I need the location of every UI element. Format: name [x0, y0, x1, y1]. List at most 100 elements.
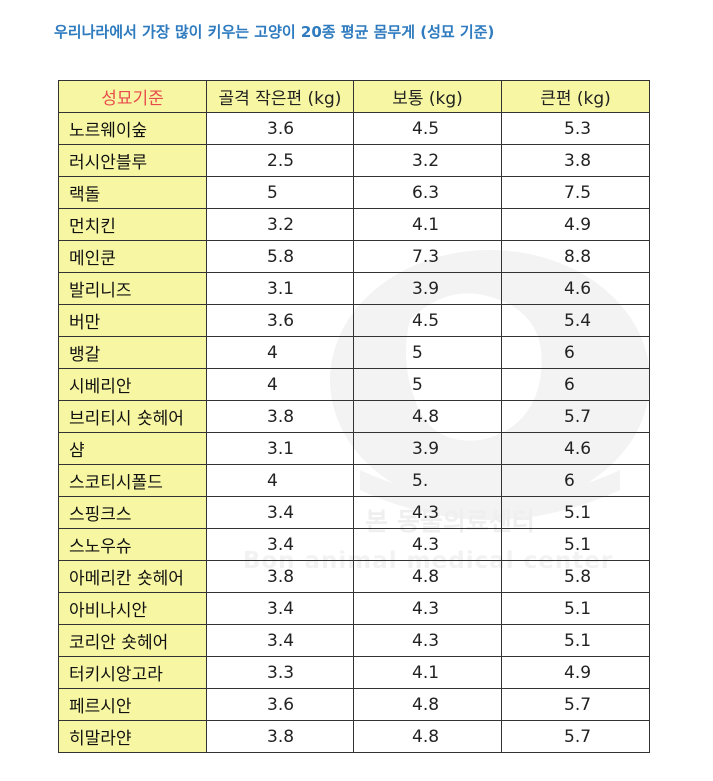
weight-cell-small: 4 [206, 464, 354, 497]
weight-cell-normal: 3.9 [353, 272, 502, 305]
breed-name-cell: 스핑크스 [58, 496, 207, 529]
weight-cell-small: 3.6 [206, 112, 354, 145]
breed-name-cell: 시베리안 [58, 368, 207, 401]
weight-cell-small: 3.8 [206, 560, 354, 593]
weight-cell-small: 5 [206, 176, 354, 209]
breed-name-cell: 샴 [58, 432, 207, 465]
weight-cell-large: 6 [501, 368, 650, 401]
weight-cell-normal: 5. [353, 464, 502, 497]
weight-cell-large: 6 [501, 336, 650, 369]
weight-cell-large: 8.8 [501, 240, 650, 273]
weight-cell-large: 5.4 [501, 304, 650, 337]
weight-cell-large: 5.7 [501, 400, 650, 433]
table-row: 스코티시폴드 4 5. 6 [58, 464, 650, 497]
breed-name-cell: 아비나시안 [58, 592, 207, 625]
breed-name-cell: 러시안블루 [58, 144, 207, 177]
weight-cell-large: 5.3 [501, 112, 650, 145]
table-row: 버만 3.6 4.5 5.4 [58, 304, 650, 337]
weight-cell-large: 5.1 [501, 624, 650, 657]
weight-cell-large: 5.1 [501, 592, 650, 625]
weight-cell-normal: 3.2 [353, 144, 502, 177]
weight-cell-large: 4.6 [501, 272, 650, 305]
weight-cell-large: 7.5 [501, 176, 650, 209]
weight-cell-large: 4.6 [501, 432, 650, 465]
breed-name-cell: 히말라얀 [58, 720, 207, 753]
table-row: 코리안 숏헤어 3.4 4.3 5.1 [58, 624, 650, 657]
weight-cell-large: 5.8 [501, 560, 650, 593]
table-row: 샴 3.1 3.9 4.6 [58, 432, 650, 465]
weight-cell-small: 3.6 [206, 304, 354, 337]
table-header-row: 성묘기준 골격 작은편 (kg) 보통 (kg) 큰편 (kg) [58, 80, 650, 113]
weight-cell-small: 3.1 [206, 432, 354, 465]
weight-cell-small: 3.4 [206, 528, 354, 561]
weight-cell-normal: 4.3 [353, 528, 502, 561]
column-header-small: 골격 작은편 (kg) [206, 80, 354, 113]
weight-cell-small: 3.8 [206, 400, 354, 433]
column-header-normal: 보통 (kg) [353, 80, 502, 113]
weight-cell-small: 3.1 [206, 272, 354, 305]
weight-cell-small: 2.5 [206, 144, 354, 177]
weight-cell-small: 3.4 [206, 496, 354, 529]
breed-name-cell: 스코티시폴드 [58, 464, 207, 497]
breed-name-cell: 뱅갈 [58, 336, 207, 369]
weight-cell-large: 5.7 [501, 720, 650, 753]
breed-name-cell: 스노우슈 [58, 528, 207, 561]
weight-cell-small: 3.4 [206, 592, 354, 625]
weight-cell-normal: 4.1 [353, 656, 502, 689]
weight-cell-large: 4.9 [501, 656, 650, 689]
table-row: 뱅갈 4 5 6 [58, 336, 650, 369]
weight-cell-normal: 3.9 [353, 432, 502, 465]
weight-cell-large: 4.9 [501, 208, 650, 241]
breed-name-cell: 랙돌 [58, 176, 207, 209]
weight-cell-normal: 4.5 [353, 112, 502, 145]
column-header-large: 큰편 (kg) [501, 80, 650, 113]
breed-name-cell: 아메리칸 숏헤어 [58, 560, 207, 593]
table-row: 스핑크스 3.4 4.3 5.1 [58, 496, 650, 529]
table-row: 아비나시안 3.4 4.3 5.1 [58, 592, 650, 625]
weight-cell-small: 5.8 [206, 240, 354, 273]
table-row: 히말라얀 3.8 4.8 5.7 [58, 720, 650, 753]
weight-cell-normal: 4.8 [353, 720, 502, 753]
weight-cell-small: 4 [206, 368, 354, 401]
breed-name-cell: 메인쿤 [58, 240, 207, 273]
weight-cell-normal: 4.1 [353, 208, 502, 241]
weight-cell-large: 5.1 [501, 496, 650, 529]
weight-cell-normal: 4.3 [353, 592, 502, 625]
weight-cell-normal: 4.8 [353, 400, 502, 433]
weight-cell-small: 3.3 [206, 656, 354, 689]
table-body: 노르웨이숲 3.6 4.5 5.3 러시안블루 2.5 3.2 3.8 랙돌 5 6.3 7.5 먼치킨… [58, 112, 650, 753]
breed-name-cell: 브리티시 숏헤어 [58, 400, 207, 433]
table-row: 브리티시 숏헤어 3.8 4.8 5.7 [58, 400, 650, 433]
breed-name-cell: 먼치킨 [58, 208, 207, 241]
table-row: 터키시앙고라 3.3 4.1 4.9 [58, 656, 650, 689]
weight-cell-small: 3.6 [206, 688, 354, 721]
table-row: 먼치킨 3.2 4.1 4.9 [58, 208, 650, 241]
weight-cell-large: 5.1 [501, 528, 650, 561]
table-row: 페르시안 3.6 4.8 5.7 [58, 688, 650, 721]
page-title: 우리나라에서 가장 많이 키우는 고양이 20종 평균 몸무게 (성묘 기준) [54, 23, 495, 41]
weight-cell-normal: 4.8 [353, 560, 502, 593]
breed-name-cell: 터키시앙고라 [58, 656, 207, 689]
breed-name-cell: 페르시안 [58, 688, 207, 721]
weight-cell-small: 3.8 [206, 720, 354, 753]
weight-cell-large: 3.8 [501, 144, 650, 177]
weight-cell-normal: 4.8 [353, 688, 502, 721]
table-row: 발리니즈 3.1 3.9 4.6 [58, 272, 650, 305]
weight-cell-normal: 4.3 [353, 496, 502, 529]
weight-cell-small: 4 [206, 336, 354, 369]
table-row: 스노우슈 3.4 4.3 5.1 [58, 528, 650, 561]
weight-cell-large: 5.7 [501, 688, 650, 721]
weight-cell-normal: 6.3 [353, 176, 502, 209]
table-row: 메인쿤 5.8 7.3 8.8 [58, 240, 650, 273]
table-row: 러시안블루 2.5 3.2 3.8 [58, 144, 650, 177]
weight-cell-normal: 7.3 [353, 240, 502, 273]
table-row: 랙돌 5 6.3 7.5 [58, 176, 650, 209]
breed-name-cell: 버만 [58, 304, 207, 337]
breed-name-cell: 노르웨이숲 [58, 112, 207, 145]
table-row: 노르웨이숲 3.6 4.5 5.3 [58, 112, 650, 145]
breed-name-cell: 발리니즈 [58, 272, 207, 305]
table-row: 아메리칸 숏헤어 3.8 4.8 5.8 [58, 560, 650, 593]
column-header-criteria: 성묘기준 [58, 80, 207, 113]
breed-name-cell: 코리안 숏헤어 [58, 624, 207, 657]
cat-weight-table: 성묘기준 골격 작은편 (kg) 보통 (kg) 큰편 (kg) 노르웨이숲 3.… [58, 80, 650, 753]
